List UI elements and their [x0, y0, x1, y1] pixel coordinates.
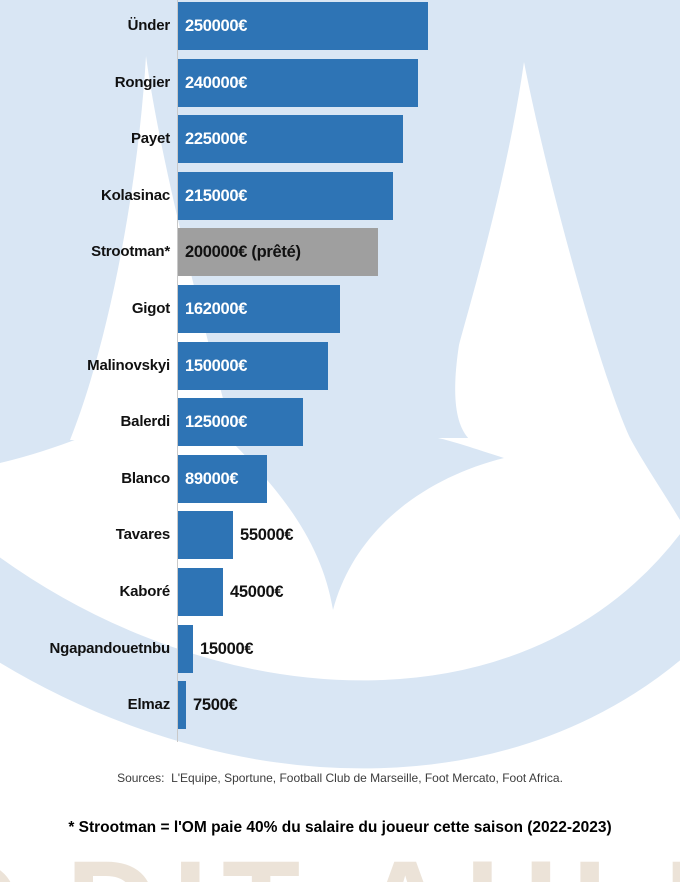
bar-row: Tavares 55000€ — [0, 511, 680, 560]
salary-bar — [178, 624, 193, 673]
salary-bar-chart: Ünder 250000€ Rongier 240000€ Payet 225000€ Ko… — [0, 0, 680, 742]
salary-bar — [178, 568, 223, 616]
salary-bar — [178, 681, 186, 730]
salary-bar — [178, 115, 403, 164]
bar-row: Ngapandouetnbu 15000€ — [0, 624, 680, 673]
player-name-label: Blanco — [121, 469, 170, 487]
salary-value-label: 225000€ — [185, 130, 248, 149]
salary-value-label: 15000€ — [200, 639, 254, 658]
strootman-footnote: * Strootman = l'OM paie 40% du salaire d… — [68, 819, 612, 836]
player-name-label: Rongier — [114, 73, 170, 91]
salary-value-label: 89000€ — [185, 469, 239, 488]
bar-row: Kolasinac 215000€ — [0, 171, 680, 220]
salary-bar — [178, 398, 303, 447]
watermark-partial-letter: O — [0, 845, 22, 882]
player-name-label: Strootman* — [91, 243, 170, 261]
salary-value-label: 240000€ — [185, 73, 248, 92]
watermark-main-letters: DIT AULE — [66, 843, 680, 882]
salary-value-label: 162000€ — [185, 300, 248, 318]
salary-bar — [178, 454, 267, 503]
player-name-label: Ünder — [127, 17, 171, 34]
player-name-label: Malinovskyi — [87, 356, 170, 374]
salary-value-label: 200000€ (prêté) — [185, 243, 301, 262]
bar-row: Blanco 89000€ — [0, 454, 680, 503]
bar-row: Kaboré 45000€ — [0, 568, 680, 616]
salary-bar — [178, 171, 393, 220]
bar-row: Rongier 240000€ — [0, 58, 680, 107]
player-name-label: Tavares — [115, 526, 170, 544]
bar-row: Strootman* 200000€ (prêté) — [0, 228, 680, 277]
bar-row: Ünder 250000€ — [0, 2, 680, 50]
bar-row: Balerdi 125000€ — [0, 398, 680, 447]
player-name-label: Payet — [130, 130, 170, 148]
watermark-bottom-text: O DIT AULE — [0, 843, 680, 882]
salary-bar-highlighted — [178, 228, 378, 277]
salary-bar — [178, 2, 428, 50]
watermark-center-v — [228, 438, 504, 610]
salary-value-label: 150000€ — [185, 356, 248, 375]
bar-row: Malinovskyi 150000€ — [0, 341, 680, 390]
player-name-label: Ngapandouetnbu — [49, 639, 170, 657]
watermark-ring-arc — [0, 533, 680, 769]
salary-value-label: 250000€ — [185, 17, 248, 35]
player-name-label: Kaboré — [119, 583, 171, 600]
bar-row: Payet 225000€ — [0, 115, 680, 164]
watermark-left-dip — [0, 438, 80, 463]
sources-line: Sources: L'Equipe, Sportune, Football Cl… — [117, 771, 563, 785]
salary-bar — [178, 511, 233, 560]
salary-value-label: 55000€ — [240, 526, 294, 545]
salary-value-label: 125000€ — [185, 413, 248, 432]
salary-bar — [178, 341, 328, 390]
player-name-label: Kolasinac — [100, 186, 170, 204]
salary-bar — [178, 58, 418, 107]
axis-line — [177, 0, 178, 742]
watermark-white-triangle-right — [455, 62, 631, 440]
player-name-label: Elmaz — [127, 696, 171, 714]
player-name-label: Gigot — [131, 300, 170, 317]
salary-bar — [178, 285, 340, 333]
bar-row: Elmaz 7500€ — [0, 681, 680, 730]
salary-value-label: 7500€ — [193, 696, 238, 715]
salary-value-label: 215000€ — [185, 186, 248, 205]
salary-value-label: 45000€ — [230, 583, 284, 601]
bar-row: Gigot 162000€ — [0, 285, 680, 333]
player-name-label: Balerdi — [120, 413, 171, 431]
